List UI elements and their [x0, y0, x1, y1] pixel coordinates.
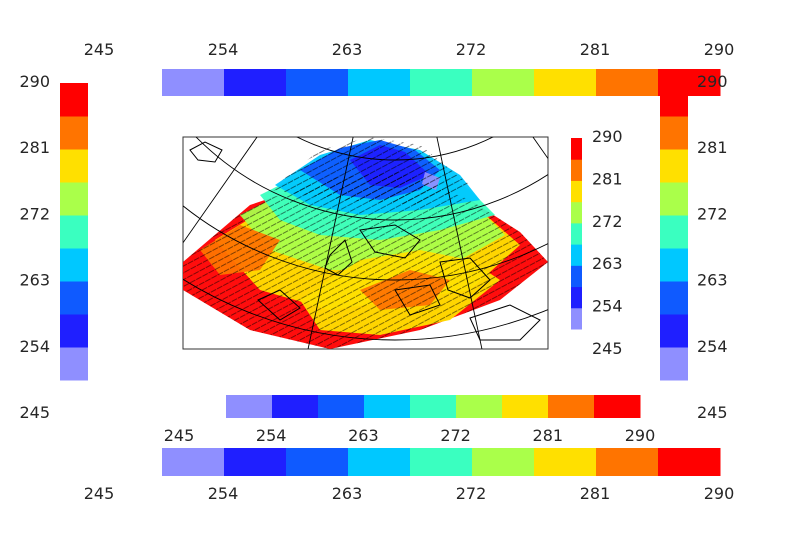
colorbar-top-segment	[472, 69, 535, 96]
colorbar-bottom-segment	[224, 448, 287, 476]
colorbar-left-segment	[60, 215, 88, 249]
colorbar-middle-tick-label: 272	[440, 426, 471, 445]
colorbar-inset: 245 254 263 272 281 290	[571, 127, 623, 358]
colorbar-top-segment	[534, 69, 597, 96]
colorbar-left-tick-label: 281	[19, 138, 50, 157]
colorbar-top-segment	[596, 69, 659, 96]
colorbar-top-segment	[224, 69, 287, 96]
colorbar-top-segment	[348, 69, 411, 96]
colorbar-bottom-tick-label: 290	[704, 484, 735, 503]
colorbar-top: 245 254 263 272 281 290	[84, 40, 735, 96]
colorbar-bottom-segment	[410, 448, 473, 476]
colorbar-right-segment	[660, 314, 688, 348]
colorbar-middle-segment	[594, 395, 641, 418]
colorbar-top-tick-label: 254	[208, 40, 239, 59]
colorbar-inset-tick-label: 281	[592, 169, 623, 188]
colorbar-middle-segment	[502, 395, 549, 418]
colorbar-middle-segment	[272, 395, 319, 418]
colorbar-right-segment	[660, 281, 688, 315]
colorbar-left-segment	[60, 116, 88, 150]
colorbar-inset-segment	[571, 159, 582, 181]
colorbar-left-tick-label: 290	[19, 72, 50, 91]
colorbar-left-tick-label: 245	[19, 403, 50, 422]
colorbar-right-segment	[660, 347, 688, 381]
colorbar-top-tick-label: 245	[84, 40, 115, 59]
colorbar-bottom-segment	[348, 448, 411, 476]
colorbar-left: 245 254 263 272 281 290	[19, 72, 88, 422]
colorbar-middle-tick-label: 263	[348, 426, 379, 445]
colorbar-bottom-tick-label: 281	[580, 484, 611, 503]
colorbar-bottom-tick-label: 245	[84, 484, 115, 503]
colorbar-right-tick-label: 290	[697, 72, 728, 91]
colorbar-top-tick-label: 290	[704, 40, 735, 59]
colorbar-right-segment	[660, 215, 688, 249]
colorbar-inset-tick-label: 254	[592, 297, 623, 316]
colorbar-middle-segment	[548, 395, 595, 418]
colorbar-right-segment	[660, 182, 688, 216]
colorbar-inset-segment	[571, 138, 582, 160]
colorbar-inset-segment	[571, 202, 582, 224]
colorbar-left-segment	[60, 182, 88, 216]
colorbar-middle-tick-label: 254	[256, 426, 287, 445]
colorbar-inset-segment	[571, 180, 582, 202]
colorbar-inset-segment	[571, 308, 582, 330]
colorbar-bottom: 245 254 263 272 281 290	[84, 448, 735, 503]
colorbar-inset-segment	[571, 223, 582, 245]
colorbar-middle-segment	[364, 395, 411, 418]
colorbar-inset-tick-label: 263	[592, 254, 623, 273]
colorbar-bottom-segment	[658, 448, 721, 476]
colorbar-top-segment	[410, 69, 473, 96]
colorbar-left-tick-label: 263	[19, 271, 50, 290]
colorbar-right-segment	[660, 116, 688, 150]
colorbar-inset-tick-label: 272	[592, 212, 623, 231]
colorbar-left-segment	[60, 281, 88, 315]
colorbar-right-tick-label: 263	[697, 271, 728, 290]
colorbar-top-tick-label: 281	[580, 40, 611, 59]
colorbar-left-segment	[60, 248, 88, 282]
colorbar-middle-tick-label: 290	[625, 426, 656, 445]
colorbar-top-tick-label: 263	[332, 40, 363, 59]
colorbar-inset-segment	[571, 287, 582, 309]
colorbar-bottom-tick-label: 254	[208, 484, 239, 503]
colorbar-bottom-segment	[596, 448, 659, 476]
colorbar-left-segment	[60, 347, 88, 381]
colorbar-bottom-segment	[472, 448, 535, 476]
colorbar-inset-segment	[571, 265, 582, 287]
colorbar-bottom-tick-label: 272	[456, 484, 487, 503]
colorbar-right-tick-label: 254	[697, 337, 728, 356]
colorbar-bottom-segment	[534, 448, 597, 476]
colorbar-left-tick-label: 254	[19, 337, 50, 356]
colorbar-left-segment	[60, 83, 88, 117]
colorbar-right-segment	[660, 248, 688, 282]
colorbar-right-tick-label: 245	[697, 403, 728, 422]
colorbar-inset-tick-label: 245	[592, 339, 623, 358]
colorbar-left-tick-label: 272	[19, 204, 50, 223]
colorbar-inset-segment	[571, 244, 582, 266]
colorbar-left-segment	[60, 149, 88, 183]
colorbar-right-tick-label: 281	[697, 138, 728, 157]
colorbar-top-segment	[286, 69, 349, 96]
colorbar-right-segment	[660, 83, 688, 117]
colorbar-middle: 245 254 263 272 281 290	[164, 395, 656, 445]
colorbar-bottom-segment	[162, 448, 225, 476]
colorbar-bottom-segment	[286, 448, 349, 476]
colorbar-inset-tick-label: 290	[592, 127, 623, 146]
colorbar-middle-tick-label: 281	[533, 426, 564, 445]
colorbar-top-tick-label: 272	[456, 40, 487, 59]
colorbar-bottom-tick-label: 263	[332, 484, 363, 503]
colorbar-left-segment	[60, 314, 88, 348]
colorbar-middle-segment	[410, 395, 457, 418]
colorbar-right: 245 254 263 272 281 290	[660, 72, 728, 422]
colorbar-right-tick-label: 272	[697, 204, 728, 223]
colorbar-middle-tick-label: 245	[164, 426, 195, 445]
colorbar-middle-segment	[318, 395, 365, 418]
colorbar-top-segment	[162, 69, 225, 96]
colorbar-middle-segment	[456, 395, 503, 418]
colorbar-middle-segment	[226, 395, 273, 418]
colorbar-right-segment	[660, 149, 688, 183]
